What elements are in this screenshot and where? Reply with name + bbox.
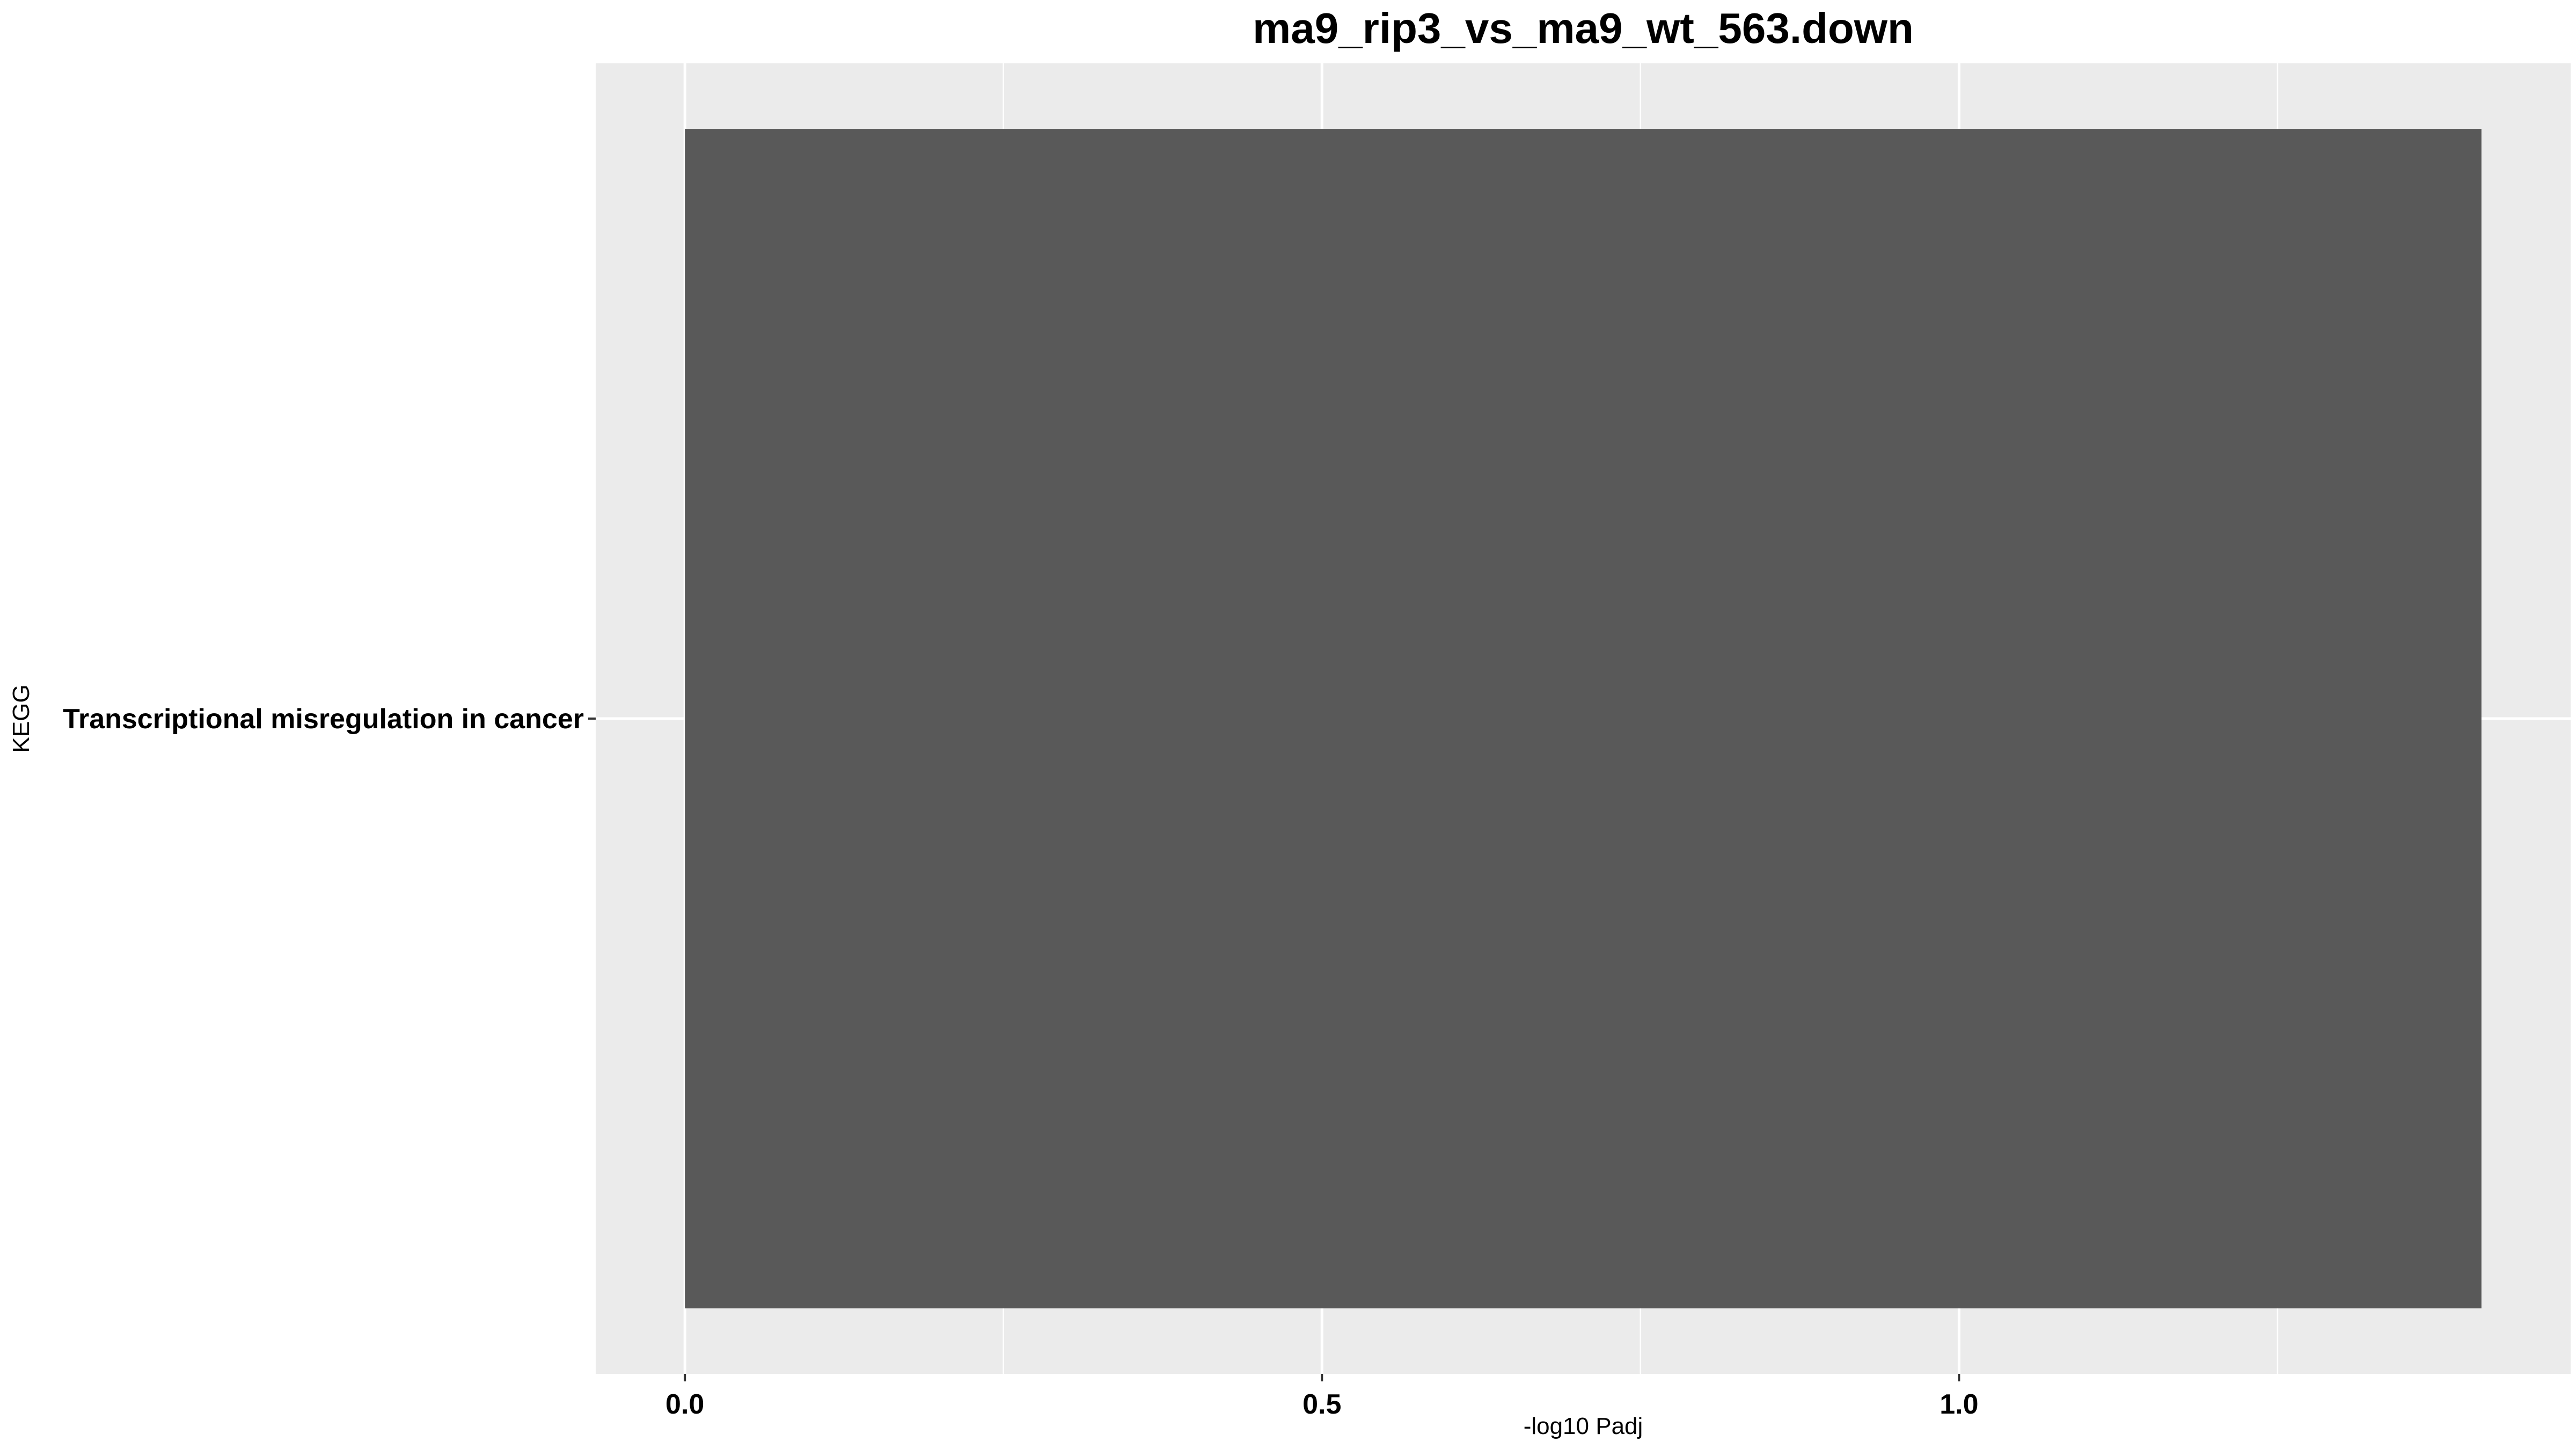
axis-ticks: 0.0 0.5 1.0 Transcriptional misregulation i… [63, 704, 1978, 1420]
x-tick-label: 0.5 [1302, 1389, 1341, 1420]
bar-0 [685, 129, 2482, 1308]
y-axis-title: KEGG [8, 684, 34, 752]
bars [685, 129, 2482, 1308]
x-tick-label: 0.0 [665, 1389, 704, 1420]
x-tick-label: 1.0 [1940, 1389, 1978, 1420]
chart-title: ma9_rip3_vs_ma9_wt_563.down [1253, 4, 1914, 52]
y-tick-label: Transcriptional misregulation in cancer [63, 704, 584, 735]
x-axis-title: -log10 Padj [1524, 1413, 1643, 1439]
